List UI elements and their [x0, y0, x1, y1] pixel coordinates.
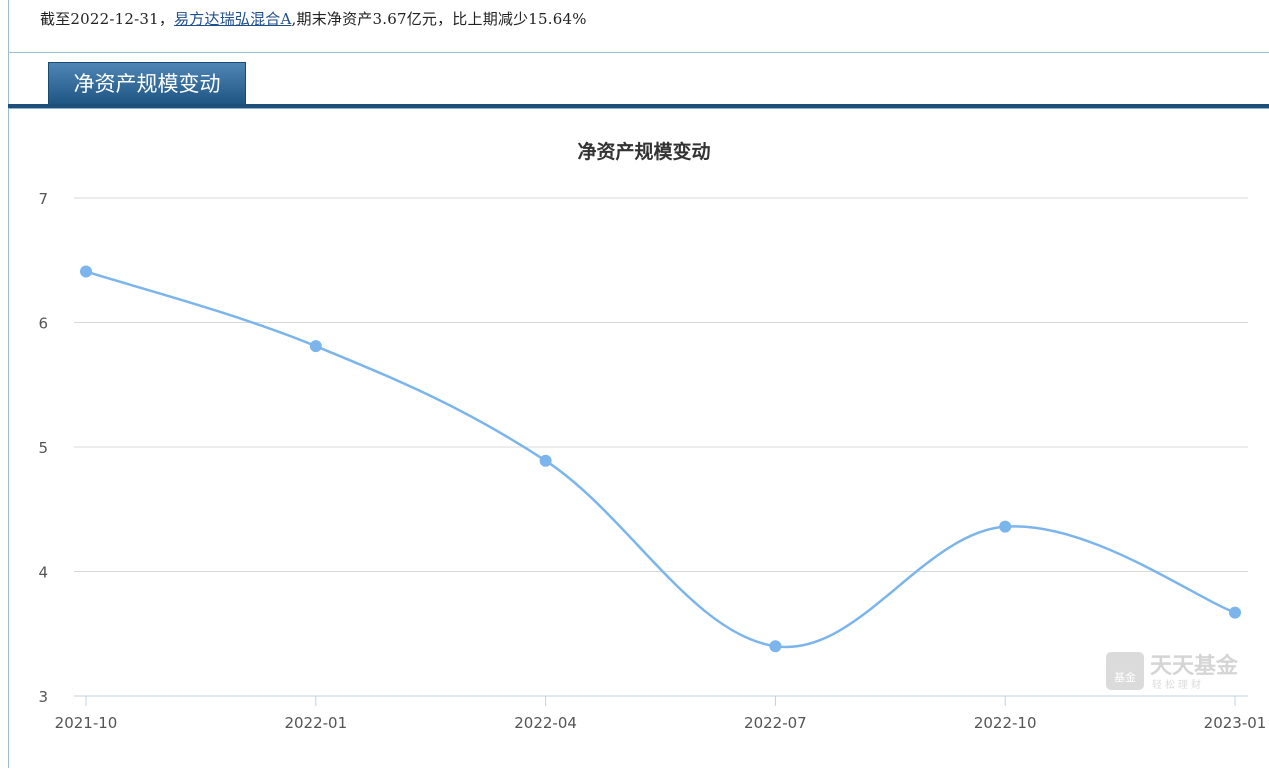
fund-link[interactable]: 易方达瑞弘混合A [174, 10, 292, 28]
y-tick-label: 7 [38, 190, 48, 208]
data-points [80, 265, 1241, 653]
x-tick-label: 2022-04 [514, 714, 577, 732]
x-tick-label: 2022-10 [974, 714, 1037, 732]
line-chart: 净资产规模变动 3 4 5 6 7 2021-10 2022-01 2022-04 2022-… [38, 140, 1267, 732]
data-point[interactable] [539, 454, 552, 467]
x-tick-label: 2022-07 [744, 714, 807, 732]
tab-bar: 净资产规模变动 [8, 62, 1269, 109]
watermark-logo: 基金 天天基金 轻松理财 [1106, 652, 1251, 694]
watermark-logo-icon: 基金 [1106, 652, 1144, 690]
y-tick-label: 6 [38, 315, 48, 333]
chart-title: 净资产规模变动 [577, 140, 710, 163]
tab-underline-light [8, 108, 1269, 109]
frame-border [8, 0, 9, 768]
chart-area: 净资产规模变动 3 4 5 6 7 2021-10 2022-01 2022-04 2022-… [0, 110, 1269, 768]
summary-prefix: 截至2022-12-31， [40, 10, 175, 28]
watermark-brand: 天天基金 [1150, 653, 1239, 679]
y-tick-label: 4 [38, 564, 48, 582]
y-tick-label: 3 [38, 688, 48, 706]
y-tick-label: 5 [38, 439, 48, 457]
tab-net-asset-scale[interactable]: 净资产规模变动 [48, 62, 246, 104]
watermark-slogan: 轻松理财 [1152, 680, 1204, 691]
x-tick-label: 2022-01 [284, 714, 347, 732]
x-tick-label: 2023-01 [1204, 714, 1267, 732]
data-point[interactable] [1229, 606, 1241, 619]
y-axis-labels: 3 4 5 6 7 [38, 190, 48, 706]
data-point[interactable] [999, 520, 1012, 533]
grid-lines [74, 197, 1248, 697]
series-line [85, 270, 1236, 649]
data-point[interactable] [80, 265, 92, 278]
x-axis: 2021-10 2022-01 2022-04 2022-07 2022-10 2023-… [55, 696, 1267, 732]
summary-suffix: ,期末净资产3.67亿元，比上期减少15.64% [291, 10, 587, 28]
divider [8, 52, 1269, 53]
summary-text: 截至2022-12-31，易方达瑞弘混合A,期末净资产3.67亿元，比上期减少1… [40, 8, 587, 29]
tab-underline [8, 104, 1269, 108]
x-tick-label: 2021-10 [55, 714, 118, 732]
data-point[interactable] [309, 340, 322, 353]
data-point[interactable] [769, 640, 782, 653]
